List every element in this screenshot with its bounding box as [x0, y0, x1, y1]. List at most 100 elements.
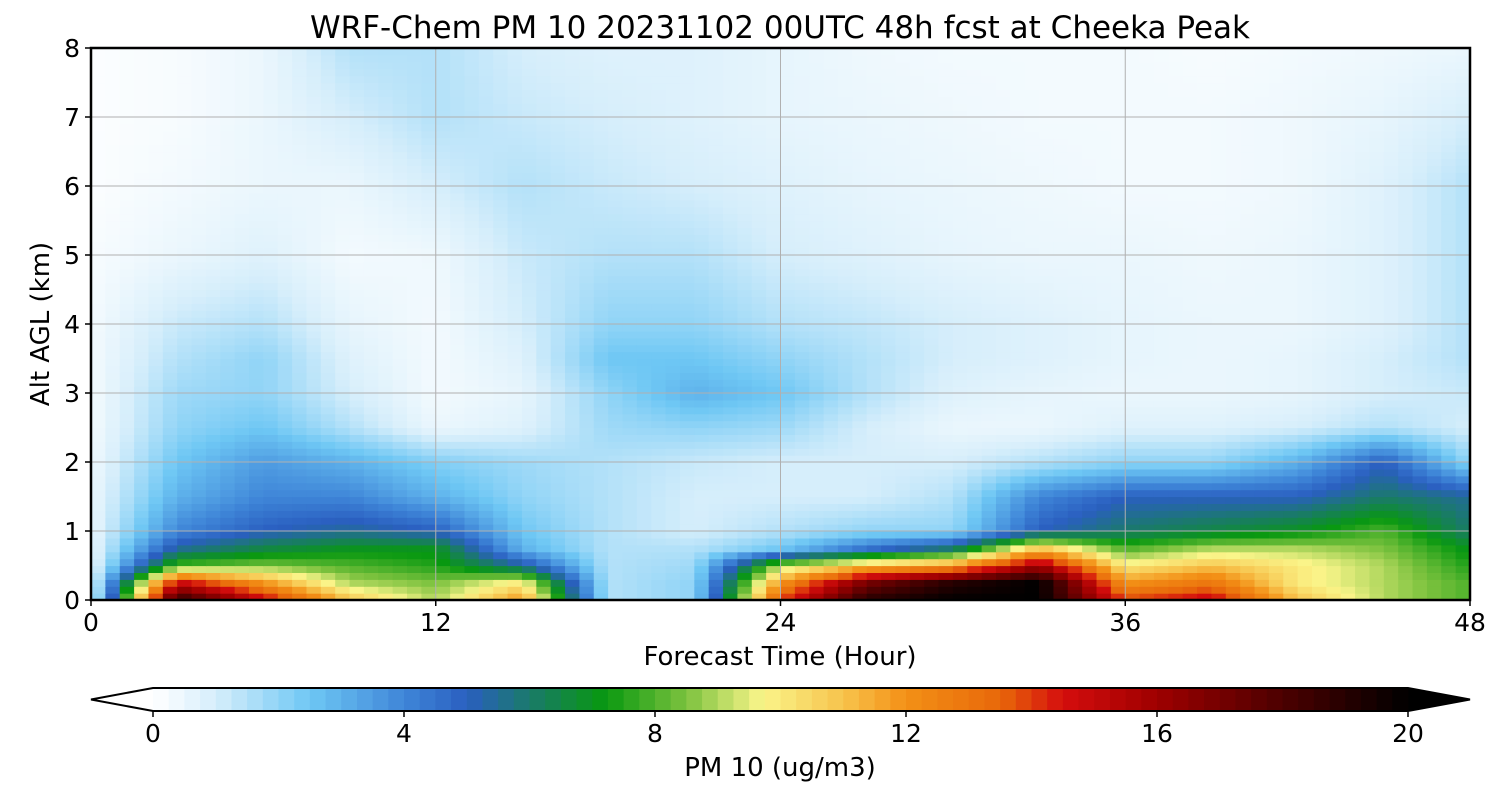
heatmap-cell [249, 524, 264, 532]
heatmap-cell [378, 593, 394, 600]
heatmap-cell [1311, 475, 1327, 484]
heatmap-cell [895, 482, 911, 491]
heatmap-cell [608, 565, 624, 573]
heatmap-cell [737, 379, 753, 387]
heatmap-cell [1125, 558, 1141, 567]
heatmap-cell [809, 379, 825, 387]
heatmap-cell [651, 551, 667, 560]
heatmap-cell [636, 358, 652, 366]
heatmap-cell [636, 365, 652, 373]
heatmap-cell [277, 241, 293, 249]
heatmap-cell [1268, 475, 1284, 484]
heatmap-cell [622, 344, 638, 353]
heatmap-cell [493, 551, 509, 560]
heatmap-cell [565, 351, 580, 360]
heatmap-cell [737, 358, 753, 366]
heatmap-cell [837, 275, 853, 284]
heatmap-cell [263, 337, 279, 346]
heatmap-cell [1096, 462, 1112, 470]
heatmap-cell [536, 489, 552, 498]
heatmap-cell [780, 593, 796, 600]
heatmap-cell [751, 489, 767, 498]
heatmap-cell [1197, 324, 1213, 332]
heatmap-cell [1398, 324, 1414, 332]
heatmap-cell [1398, 524, 1414, 532]
heatmap-cell [220, 303, 236, 311]
heatmap-cell [909, 406, 925, 415]
heatmap-cell [1297, 482, 1313, 491]
heatmap-cell [205, 579, 221, 587]
heatmap-cell [292, 344, 308, 353]
heatmap-cell [191, 241, 207, 249]
heatmap-cell [665, 468, 681, 477]
heatmap-cell [1182, 510, 1198, 518]
heatmap-cell [708, 503, 724, 511]
heatmap-cell [1383, 399, 1399, 408]
heatmap-cell [1153, 393, 1169, 401]
heatmap-cell [349, 448, 365, 456]
heatmap-cell [794, 303, 810, 311]
heatmap-cell [1039, 282, 1055, 291]
heatmap-cell [1254, 420, 1270, 429]
heatmap-cell [1283, 496, 1299, 504]
heatmap-cell [249, 593, 264, 600]
heatmap-cell [205, 337, 221, 346]
heatmap-cell [1168, 399, 1184, 408]
heatmap-cell [378, 441, 394, 449]
heatmap-cell [679, 261, 695, 270]
heatmap-cell [464, 386, 480, 394]
heatmap-cell [608, 413, 624, 422]
heatmap-cell [723, 255, 738, 263]
heatmap-cell [809, 282, 825, 291]
heatmap-cell [91, 462, 106, 470]
heatmap-cell [651, 489, 667, 498]
heatmap-cell [1240, 282, 1256, 291]
heatmap-cell [220, 268, 236, 277]
heatmap-cell [938, 337, 954, 346]
heatmap-cell [407, 565, 422, 573]
heatmap-cell [1441, 241, 1457, 249]
heatmap-cell [205, 441, 221, 449]
heatmap-cell [162, 593, 178, 600]
heatmap-cell [1283, 537, 1299, 546]
heatmap-cell [766, 524, 782, 532]
heatmap-cell [981, 565, 997, 573]
heatmap-cell [1067, 441, 1083, 449]
heatmap-cell [837, 455, 853, 463]
heatmap-cell [766, 344, 782, 353]
heatmap-cell [148, 462, 164, 470]
heatmap-cell [1139, 241, 1155, 249]
heatmap-cell [737, 289, 753, 297]
heatmap-cell [1182, 586, 1198, 594]
heatmap-cell [536, 241, 552, 249]
heatmap-cell [478, 496, 494, 504]
heatmap-cell [277, 468, 293, 477]
heatmap-cell [1326, 489, 1342, 498]
heatmap-cell [249, 275, 264, 284]
heatmap-cell [1254, 558, 1270, 567]
heatmap-cell [608, 296, 624, 304]
heatmap-cell [794, 434, 810, 442]
heatmap-cell [924, 310, 940, 318]
heatmap-cell [593, 524, 609, 532]
heatmap-cell [105, 448, 121, 456]
heatmap-cell [1010, 372, 1026, 380]
heatmap-cell [1211, 289, 1227, 297]
heatmap-cell [1240, 558, 1256, 567]
heatmap-cell [1398, 296, 1414, 304]
heatmap-cell [1283, 420, 1299, 429]
heatmap-cell [1297, 386, 1313, 394]
heatmap-cell [995, 503, 1011, 511]
heatmap-cell [335, 448, 351, 456]
heatmap-cell [1283, 517, 1299, 525]
heatmap-cell [263, 358, 279, 366]
heatmap-cell [766, 324, 782, 332]
heatmap-cell [866, 275, 882, 284]
heatmap-cell [1398, 420, 1414, 429]
heatmap-cell [995, 330, 1011, 339]
heatmap-cell [679, 524, 695, 532]
heatmap-cell [1441, 510, 1457, 518]
heatmap-cell [177, 310, 193, 318]
heatmap-cell [981, 551, 997, 560]
heatmap-cell [679, 296, 695, 304]
